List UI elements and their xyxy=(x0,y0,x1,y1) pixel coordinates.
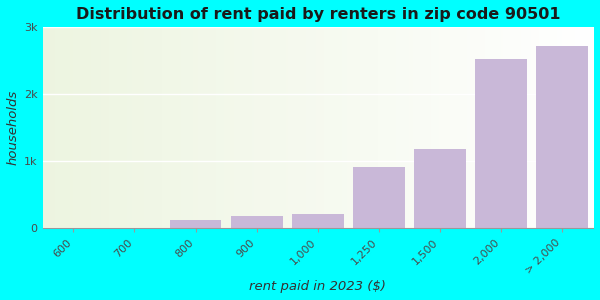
Bar xyxy=(170,220,221,228)
X-axis label: rent paid in 2023 ($): rent paid in 2023 ($) xyxy=(250,280,386,293)
Bar xyxy=(414,149,466,228)
Title: Distribution of rent paid by renters in zip code 90501: Distribution of rent paid by renters in … xyxy=(76,7,560,22)
Bar xyxy=(475,59,527,228)
Y-axis label: households: households xyxy=(7,90,20,166)
Bar xyxy=(536,46,589,228)
Bar xyxy=(353,167,405,228)
Bar xyxy=(230,216,283,228)
Bar xyxy=(292,214,344,228)
